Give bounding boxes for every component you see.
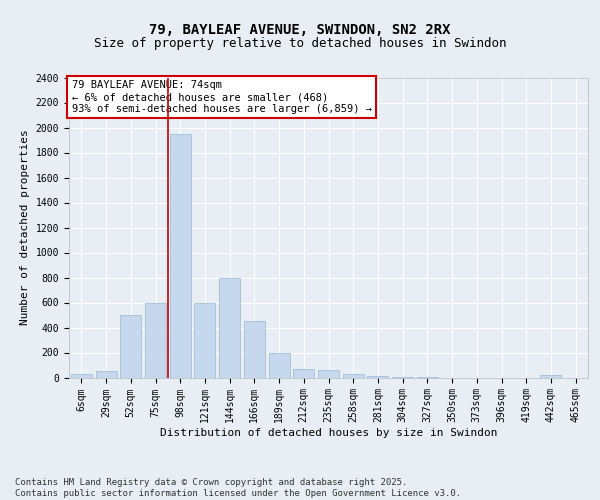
Bar	[170, 134, 191, 378]
Bar	[541, 375, 562, 378]
Bar	[293, 369, 314, 378]
Bar	[367, 376, 388, 378]
Bar	[219, 278, 240, 378]
Bar	[95, 371, 116, 378]
Bar	[392, 376, 413, 378]
Bar	[120, 315, 141, 378]
Bar	[318, 370, 339, 378]
Bar	[145, 302, 166, 378]
Bar	[194, 302, 215, 378]
Y-axis label: Number of detached properties: Number of detached properties	[20, 130, 30, 326]
Bar	[343, 374, 364, 378]
Text: Size of property relative to detached houses in Swindon: Size of property relative to detached ho…	[94, 38, 506, 51]
Bar	[269, 352, 290, 378]
Text: 79 BAYLEAF AVENUE: 74sqm
← 6% of detached houses are smaller (468)
93% of semi-d: 79 BAYLEAF AVENUE: 74sqm ← 6% of detache…	[71, 80, 371, 114]
Text: Contains HM Land Registry data © Crown copyright and database right 2025.
Contai: Contains HM Land Registry data © Crown c…	[15, 478, 461, 498]
Bar	[71, 374, 92, 378]
X-axis label: Distribution of detached houses by size in Swindon: Distribution of detached houses by size …	[160, 428, 497, 438]
Bar	[244, 322, 265, 378]
Text: 79, BAYLEAF AVENUE, SWINDON, SN2 2RX: 79, BAYLEAF AVENUE, SWINDON, SN2 2RX	[149, 22, 451, 36]
